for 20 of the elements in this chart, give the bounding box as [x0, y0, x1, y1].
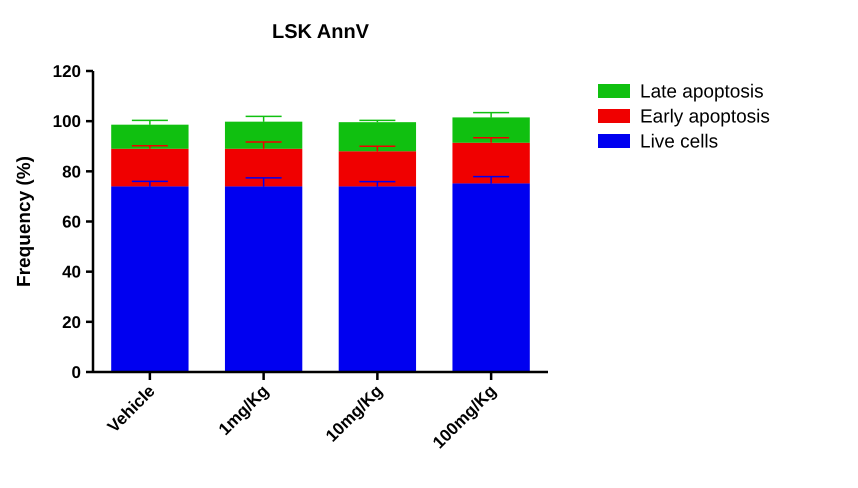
- y-tick-label: 20: [62, 312, 81, 332]
- legend-label: Live cells: [640, 132, 718, 153]
- bar: [338, 122, 416, 152]
- y-tick-label: 80: [62, 162, 81, 182]
- bar: [338, 151, 416, 186]
- y-axis-title: Frequency (%): [14, 156, 35, 287]
- bar: [452, 117, 530, 143]
- legend-label: Late apoptosis: [640, 82, 764, 103]
- y-tick-label: 0: [72, 362, 81, 382]
- y-tick-label: 40: [62, 262, 81, 282]
- bar: [452, 142, 530, 184]
- y-tick-label: 60: [62, 212, 81, 232]
- bar: [111, 148, 189, 186]
- bar: [111, 124, 189, 149]
- bar: [111, 186, 189, 372]
- y-tick-label: 120: [52, 62, 81, 81]
- bar: [338, 186, 416, 372]
- y-tick-label: 100: [52, 112, 81, 132]
- legend-label: Early apoptosis: [640, 106, 770, 128]
- chart-title: LSK AnnV: [272, 21, 370, 43]
